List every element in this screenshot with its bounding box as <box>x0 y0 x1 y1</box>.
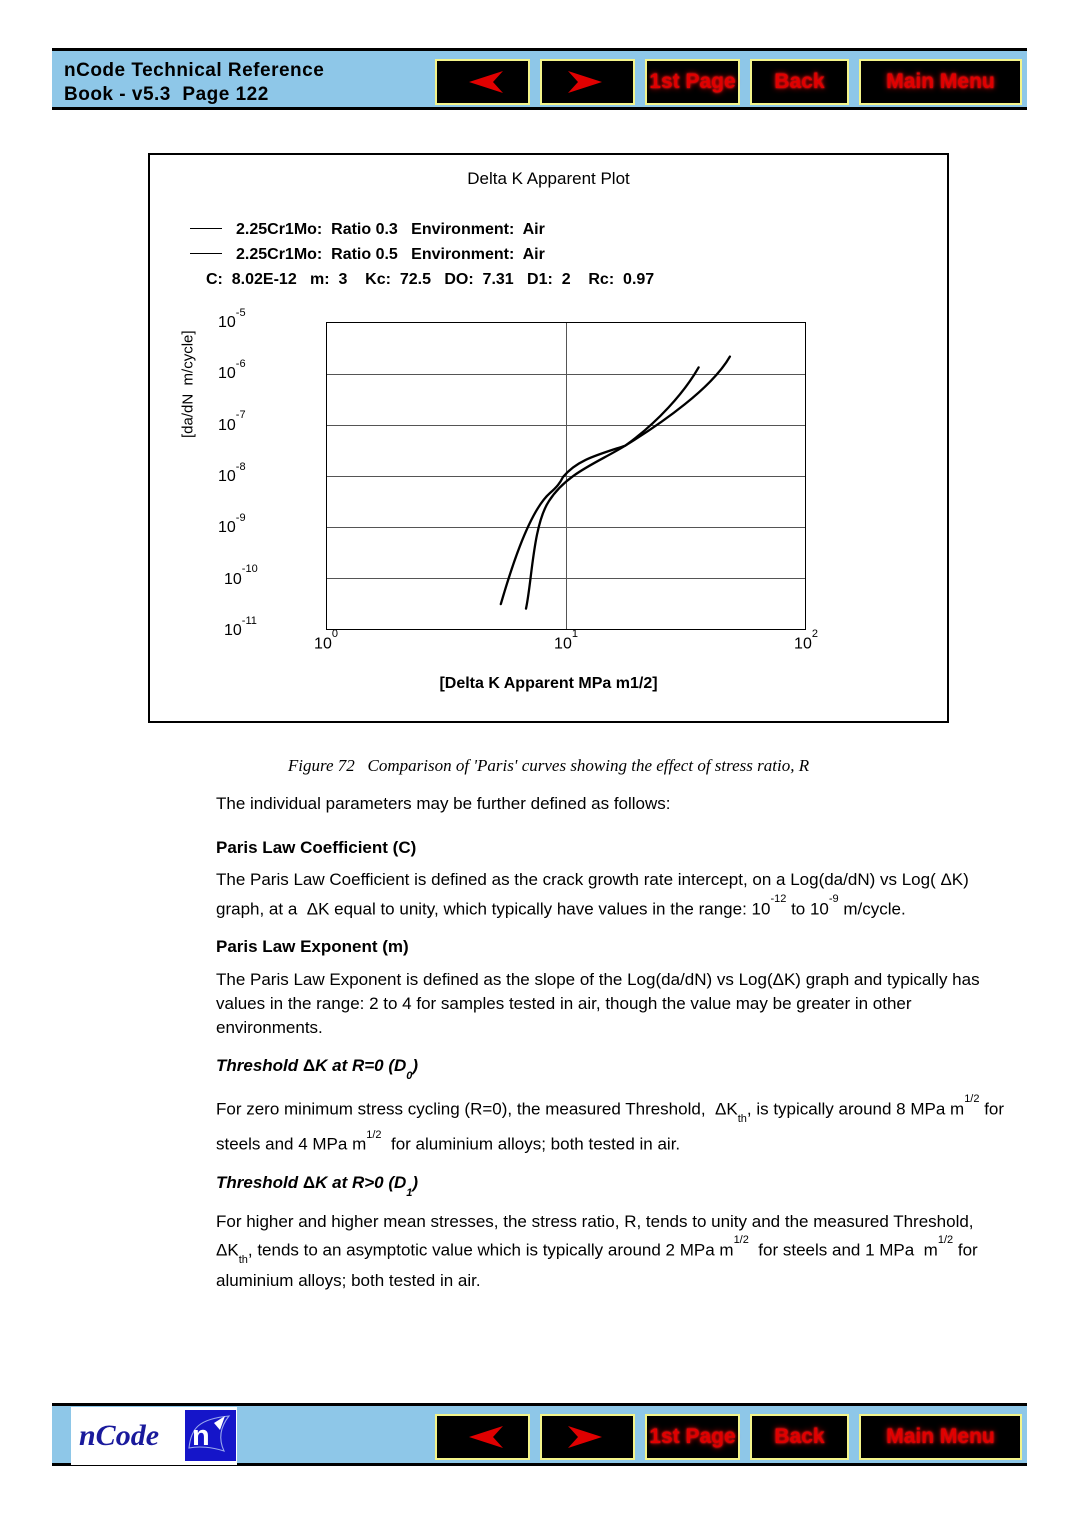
svg-text:n: n <box>192 1420 210 1452</box>
